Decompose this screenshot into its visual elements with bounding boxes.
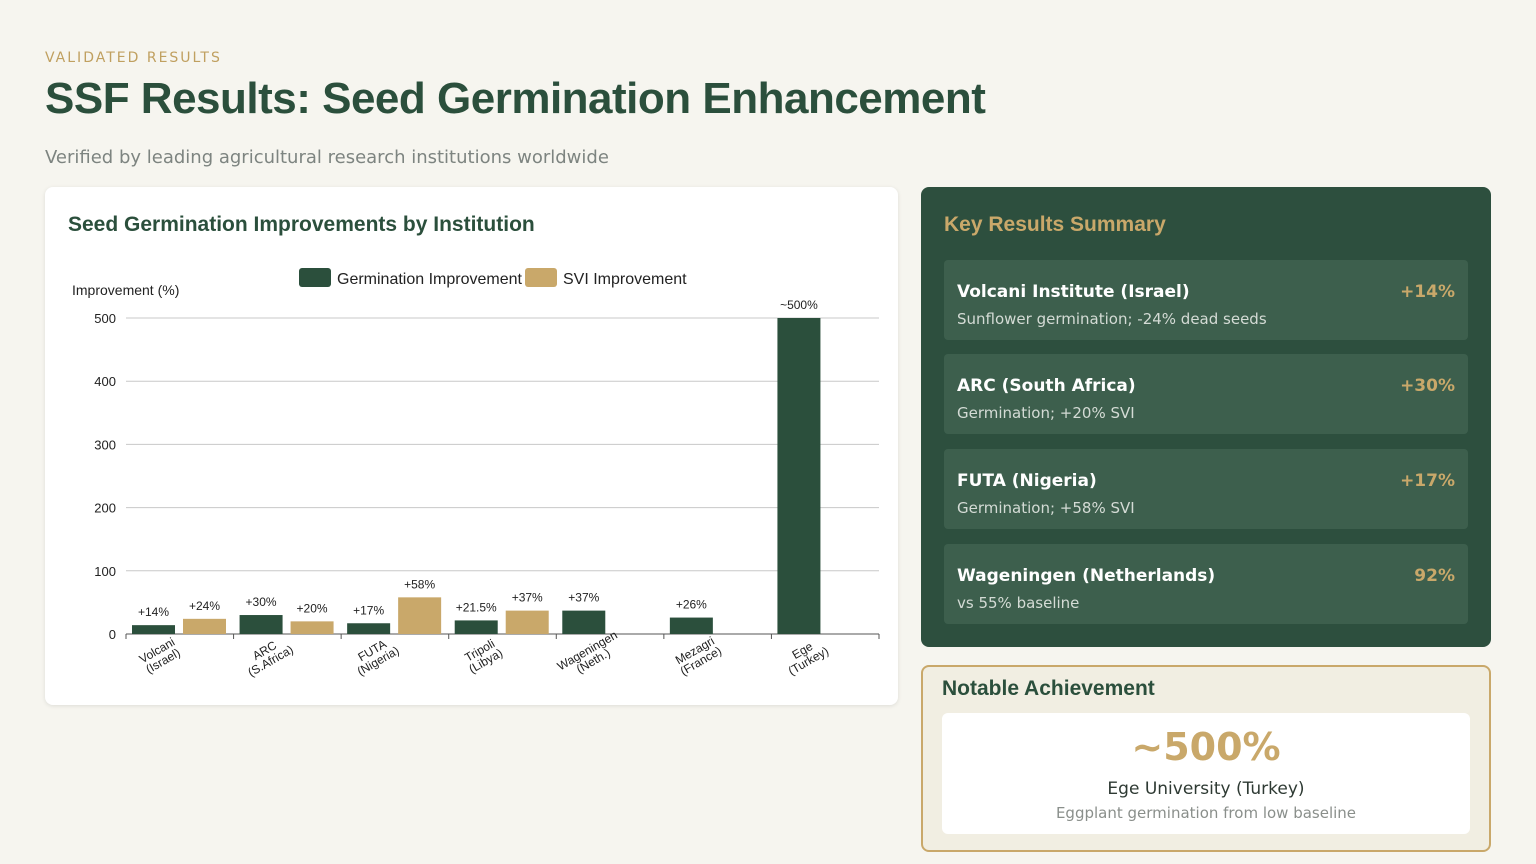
x-tick-label: Ege(Turkey)	[780, 633, 831, 678]
result-value: +14%	[1400, 282, 1455, 302]
data-label: +21.5%	[456, 600, 497, 614]
svi-bar	[398, 597, 442, 634]
germination-bar	[777, 318, 821, 634]
x-tick-label: ARC(S.Africa)	[239, 632, 295, 680]
x-tick-label: Mezagri(France)	[672, 633, 724, 678]
notable-highlight: ~500% Ege University (Turkey) Eggplant g…	[942, 713, 1470, 834]
result-value: +17%	[1400, 471, 1455, 491]
legend-label: SVI Improvement	[563, 271, 687, 288]
notable-value: ~500%	[1131, 725, 1281, 769]
notable-description: Eggplant germination from low baseline	[1055, 804, 1357, 822]
page-subtitle: Verified by leading agricultural researc…	[45, 147, 609, 168]
data-label: +20%	[297, 601, 328, 615]
result-detail: Sunflower germination; -24% dead seeds	[957, 310, 1267, 328]
svi-bar	[183, 618, 226, 634]
page-title: SSF Results: Seed Germination Enhancemen…	[45, 74, 986, 123]
result-name: FUTA (Nigeria)	[957, 471, 1097, 491]
y-tick-label: 200	[94, 501, 116, 516]
y-tick-label: 400	[94, 374, 116, 389]
data-label: +30%	[246, 595, 277, 609]
germination-bar	[132, 625, 175, 634]
data-label: +26%	[676, 598, 707, 612]
germination-bar	[454, 620, 498, 634]
result-item-volcani: Volcani Institute (Israel) Sunflower ger…	[944, 260, 1468, 340]
legend-swatch	[525, 268, 557, 287]
key-results-summary: Key Results Summary Volcani Institute (I…	[921, 187, 1491, 647]
legend-label: Germination Improvement	[337, 271, 523, 288]
notable-institution: Ege University (Turkey)	[1107, 779, 1305, 799]
result-detail: vs 55% baseline	[957, 594, 1080, 612]
data-label: +17%	[353, 603, 384, 617]
result-detail: Germination; +58% SVI	[957, 499, 1135, 517]
y-tick-label: 100	[94, 564, 116, 579]
result-name: Volcani Institute (Israel)	[957, 282, 1190, 302]
y-axis-label: Improvement (%)	[72, 282, 179, 298]
notable-title: Notable Achievement	[942, 677, 1155, 700]
result-value: 92%	[1414, 566, 1455, 586]
svi-bar	[290, 621, 334, 634]
result-item-futa: FUTA (Nigeria) Germination; +58% SVI +17…	[944, 449, 1468, 529]
x-tick-label: Tripoli(Libya)	[460, 635, 505, 676]
summary-title: Key Results Summary	[944, 213, 1166, 236]
data-label: +37%	[512, 591, 543, 605]
germination-bar	[347, 623, 391, 634]
x-tick-label: Volcani(Israel)	[137, 635, 184, 677]
data-label: +24%	[189, 599, 220, 613]
x-tick-label: Wageningen(Neth.)	[555, 628, 626, 684]
y-tick-label: 0	[109, 627, 116, 642]
germination-bar	[562, 610, 606, 634]
notable-achievement-card: Notable Achievement ~500% Ege University…	[921, 665, 1491, 852]
y-tick-label: 500	[94, 311, 116, 326]
result-value: +30%	[1400, 376, 1455, 396]
y-tick-label: 300	[94, 437, 116, 452]
x-tick-label: FUTA(Nigeria)	[349, 633, 402, 679]
chart-card: Seed Germination Improvements by Institu…	[45, 187, 898, 705]
chart-title: Seed Germination Improvements by Institu…	[68, 213, 535, 236]
result-item-wageningen: Wageningen (Netherlands) vs 55% baseline…	[944, 544, 1468, 624]
result-detail: Germination; +20% SVI	[957, 404, 1135, 422]
legend-swatch	[299, 268, 331, 287]
germination-bar	[239, 615, 283, 634]
result-name: ARC (South Africa)	[957, 376, 1136, 396]
data-label: +58%	[404, 577, 435, 591]
germination-bar	[669, 617, 713, 634]
result-name: Wageningen (Netherlands)	[957, 566, 1216, 586]
data-label: ~500%	[780, 298, 818, 312]
bar-chart: 0 100 200 300 400 500 Improvement (%) Germinati…	[72, 268, 880, 684]
eyebrow-label: VALIDATED RESULTS	[45, 50, 222, 66]
svi-bar	[505, 610, 549, 634]
data-label: +14%	[138, 605, 169, 619]
result-item-arc: ARC (South Africa) Germination; +20% SVI…	[944, 354, 1468, 434]
data-label: +37%	[568, 591, 599, 605]
